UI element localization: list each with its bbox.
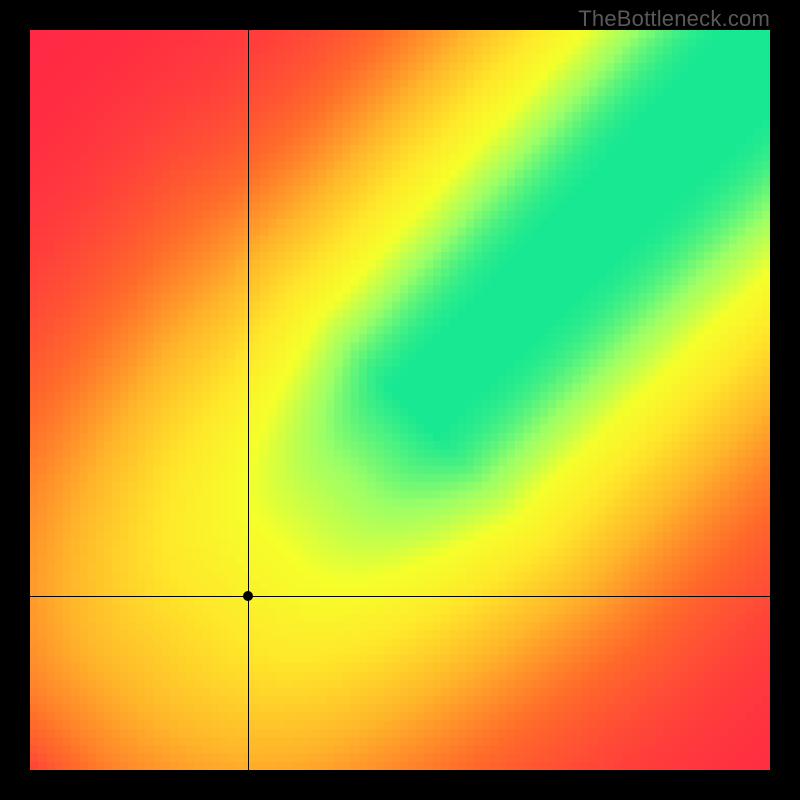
chart-container: TheBottleneck.com <box>0 0 800 800</box>
crosshair-vertical-line <box>248 30 249 770</box>
watermark-text: TheBottleneck.com <box>578 6 770 32</box>
crosshair-horizontal-line <box>30 596 770 597</box>
bottleneck-heatmap <box>30 30 770 770</box>
